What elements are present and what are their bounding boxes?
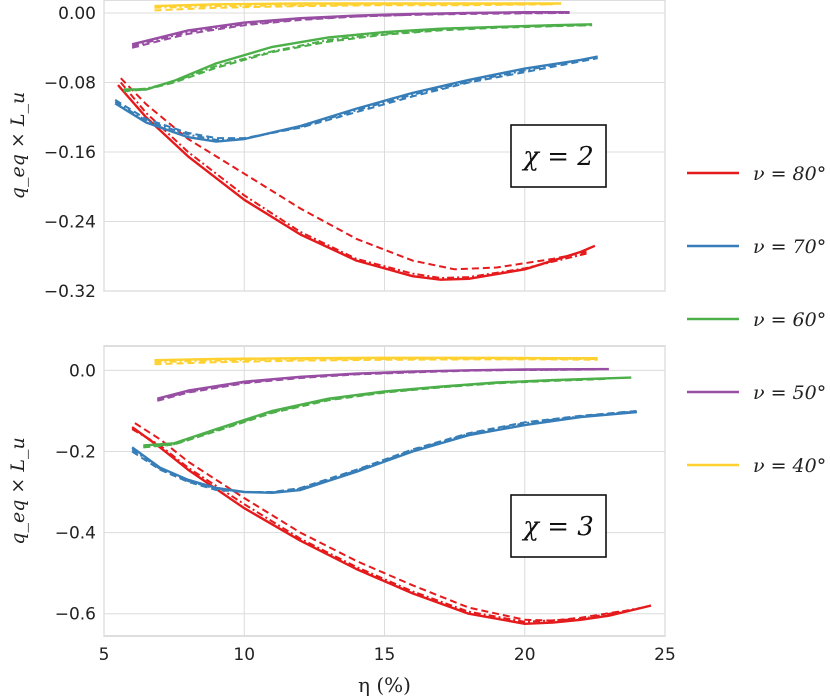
series-line-dashed (154, 3, 553, 12)
y-axis-label: q_eq × L_u (7, 92, 29, 199)
panel-chi-2: 0.00 −0.08 −0.16 −0.24 −0.32 χ = 2 q_eq × L_u (7, 0, 666, 302)
series-line-solid (154, 2, 562, 8)
annotation-box (510, 124, 607, 188)
legend-label: ν = 50° (753, 382, 826, 404)
series-50-deg (131, 11, 570, 49)
x-tick-label: 10 (233, 645, 255, 665)
y-tick-label: −0.08 (44, 74, 96, 94)
series-line-dashed (154, 358, 598, 366)
series-60-deg (143, 376, 632, 449)
series-40-deg (154, 356, 598, 366)
x-tick-label: 5 (99, 645, 110, 665)
annotation-label: χ = 3 (521, 512, 594, 542)
y-tick-label: −0.4 (55, 524, 96, 544)
series-line-dashed (143, 377, 609, 449)
series-line-dashdot (131, 12, 570, 47)
y-tick-label: 0.0 (69, 361, 96, 381)
annotation-box (510, 494, 607, 558)
y-tick-label: −0.32 (44, 282, 96, 302)
series-line-solid (114, 55, 598, 143)
series-line-dashdot (131, 410, 637, 494)
y-tick-label: −0.6 (55, 605, 96, 625)
legend-label: ν = 60° (753, 309, 826, 331)
legend-item: ν = 70° (687, 236, 826, 258)
x-tick-label: 25 (654, 645, 676, 665)
panel-chi-3: 0.0 −0.2 −0.4 −0.65 10 15 20 25 χ = 3 q_eq × L_u η… (7, 345, 676, 697)
series-line-dashdot (131, 428, 643, 623)
legend-item: ν = 50° (687, 382, 826, 404)
x-tick-label: 15 (374, 645, 396, 665)
legend-label: ν = 70° (753, 236, 826, 258)
y-tick-label: −0.24 (44, 213, 96, 233)
series-line-dashdot (157, 368, 595, 401)
series-line-dashdot (154, 357, 598, 364)
series-70-deg (114, 55, 598, 143)
legend-label: ν = 40° (753, 455, 826, 477)
series-line-dashed (120, 77, 587, 271)
series-line-solid (131, 410, 638, 494)
series-line-dashdot (120, 81, 587, 279)
series-50-deg (156, 367, 609, 402)
y-tick-label: −0.16 (44, 143, 96, 163)
series-60-deg (123, 23, 593, 93)
y-tick-label: 0.00 (58, 4, 96, 24)
series-line-dashed (114, 57, 598, 140)
y-axis-label: q_eq × L_u (7, 437, 29, 544)
series-70-deg (131, 409, 638, 494)
series-line-dashdot (123, 24, 587, 92)
series-line-dashed (134, 422, 624, 622)
legend-label: ν = 80° (753, 163, 826, 185)
series-80-deg (131, 422, 652, 625)
legend-item: ν = 40° (687, 455, 826, 477)
series-line-solid (154, 356, 598, 362)
legend: ν = 80° ν = 70° ν = 60° ν = 50° ν = 40° (687, 163, 826, 477)
series-line-dashdot (154, 3, 553, 9)
series-line-dashed (131, 409, 637, 493)
series-line-solid (117, 84, 596, 281)
legend-item: ν = 80° (687, 163, 826, 185)
annotation-label: χ = 2 (521, 142, 594, 172)
series-40-deg (154, 2, 562, 12)
series-line-dashdot (114, 56, 596, 141)
series-80-deg (117, 77, 596, 281)
y-tick-label: −0.2 (55, 442, 96, 462)
x-tick-label: 20 (514, 645, 536, 665)
x-axis-label: η (%) (358, 673, 411, 697)
legend-item: ν = 60° (687, 309, 826, 331)
